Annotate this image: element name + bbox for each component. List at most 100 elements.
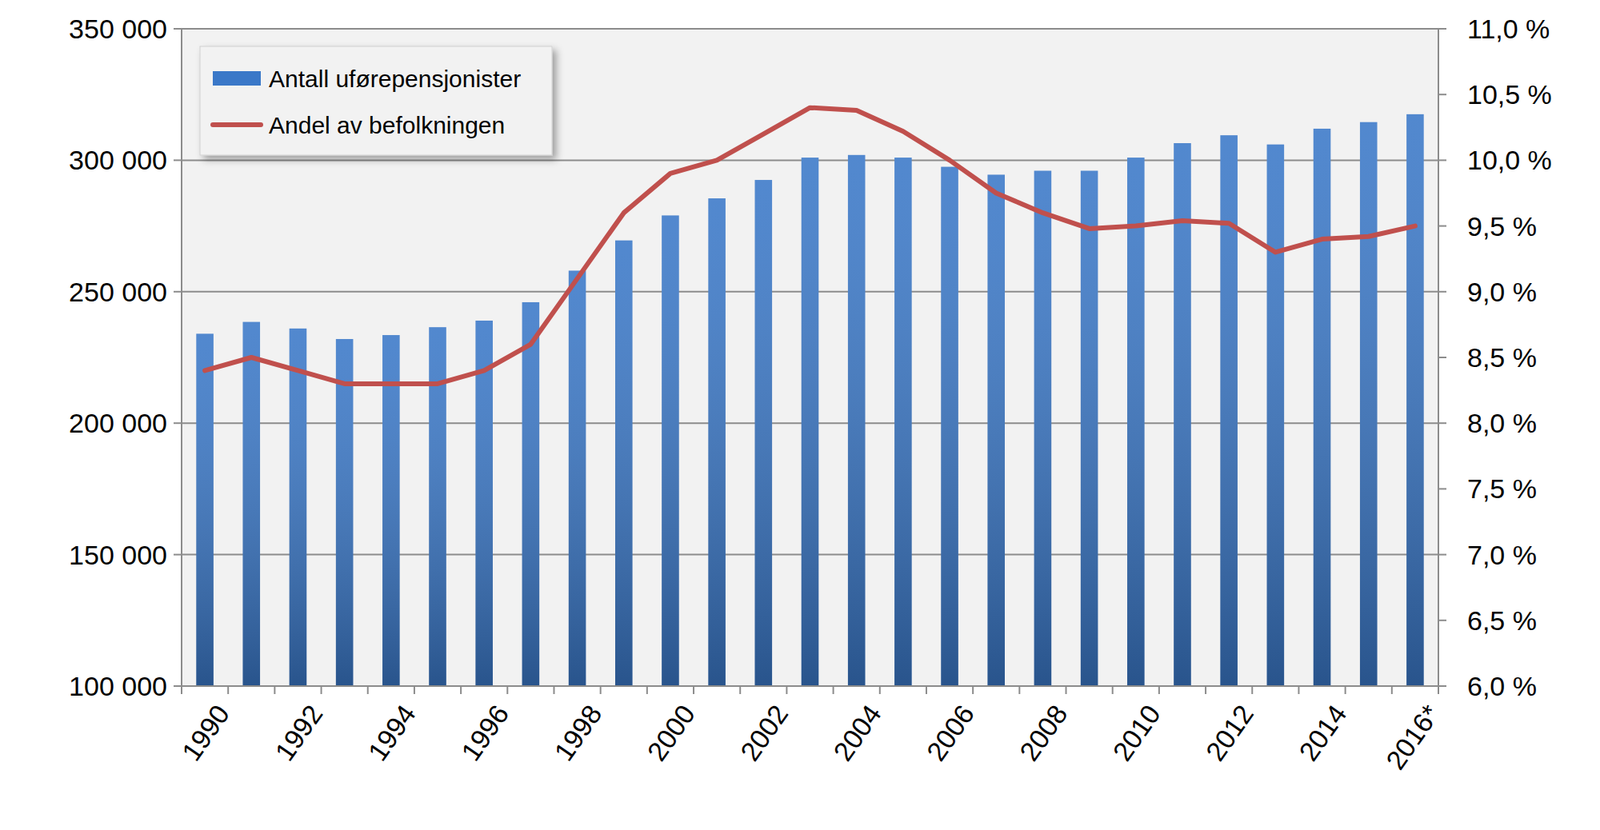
bar-group bbox=[1267, 144, 1285, 687]
y-tick-label: 100 000 bbox=[68, 671, 168, 702]
bar-group bbox=[1360, 122, 1378, 687]
bar bbox=[801, 157, 820, 687]
bar-shade bbox=[336, 339, 354, 687]
x-tick-label: 1998 bbox=[548, 699, 608, 767]
x-tick bbox=[413, 686, 416, 695]
x-tick bbox=[506, 686, 508, 695]
y2-tick-label: 9,0 % bbox=[1467, 276, 1537, 308]
x-tick-label: 2008 bbox=[1013, 699, 1074, 767]
bar-group bbox=[196, 333, 214, 687]
y2-tick-label: 7,0 % bbox=[1467, 540, 1537, 571]
legend-label: Antall uførepensjonister bbox=[268, 65, 521, 92]
plot-area bbox=[196, 108, 1424, 687]
bar-group bbox=[289, 328, 308, 687]
bar-group bbox=[1313, 128, 1332, 687]
bar-shade bbox=[475, 320, 493, 687]
y-tick-label: 300 000 bbox=[68, 144, 168, 176]
legend-label: Andel av befolkningen bbox=[268, 112, 505, 139]
bar-shade bbox=[615, 240, 633, 687]
bar-shade bbox=[243, 322, 261, 687]
grid-line bbox=[181, 28, 1439, 30]
x-tick-label: 2000 bbox=[640, 699, 701, 767]
bar bbox=[987, 174, 1005, 687]
x-tick bbox=[227, 686, 229, 695]
bar-shade bbox=[708, 198, 726, 687]
bar bbox=[615, 240, 633, 687]
y-tick bbox=[173, 422, 182, 424]
x-tick bbox=[367, 686, 369, 695]
x-tick bbox=[646, 686, 648, 695]
x-tick bbox=[180, 686, 183, 695]
bar-group bbox=[1220, 135, 1238, 687]
y2-tick-label: 8,5 % bbox=[1467, 342, 1537, 373]
x-tick-label: 2016* bbox=[1380, 699, 1446, 776]
bar-group bbox=[382, 335, 400, 687]
bar-shade bbox=[755, 180, 773, 687]
legend-swatch bbox=[212, 71, 261, 86]
y2-tick-label: 6,5 % bbox=[1467, 605, 1537, 636]
bar bbox=[522, 302, 540, 687]
y2-tick-label: 11,0 % bbox=[1467, 13, 1550, 44]
bar bbox=[196, 333, 214, 687]
y2-tick-label: 6,0 % bbox=[1467, 671, 1537, 702]
x-tick bbox=[739, 686, 741, 695]
bar bbox=[336, 339, 354, 687]
y2-tick bbox=[1438, 620, 1447, 622]
y2-tick bbox=[1438, 685, 1447, 688]
bar-group bbox=[475, 320, 493, 687]
bar-shade bbox=[1360, 122, 1378, 687]
bar-shade bbox=[1313, 128, 1332, 687]
x-tick-label: 2006 bbox=[920, 699, 981, 767]
legend: Antall uførepensjonister Andel av befolkn… bbox=[200, 46, 552, 156]
bar-shade bbox=[848, 155, 866, 687]
y-tick-label: 250 000 bbox=[68, 276, 168, 308]
x-axis-line bbox=[181, 685, 1439, 688]
y2-tick bbox=[1438, 159, 1447, 161]
bar bbox=[1360, 122, 1378, 687]
bar bbox=[1406, 114, 1424, 687]
x-tick bbox=[320, 686, 323, 695]
bar-group bbox=[940, 167, 959, 687]
bar-group bbox=[1127, 157, 1145, 687]
y2-tick-label: 10,5 % bbox=[1467, 79, 1552, 110]
x-tick bbox=[1391, 686, 1393, 695]
bar-group bbox=[1173, 143, 1192, 687]
legend-box bbox=[200, 46, 552, 156]
x-tick bbox=[1297, 686, 1300, 695]
bar bbox=[1080, 171, 1099, 687]
y2-tick bbox=[1438, 93, 1447, 96]
bar-shade bbox=[196, 333, 214, 687]
x-tick bbox=[1158, 686, 1160, 695]
x-tick bbox=[692, 686, 695, 695]
bar-shade bbox=[1267, 144, 1285, 687]
bar-group bbox=[755, 180, 773, 687]
bar-group bbox=[987, 174, 1005, 687]
y2-tick-label: 10,0 % bbox=[1467, 144, 1552, 176]
y2-tick-label: 9,5 % bbox=[1467, 211, 1537, 242]
x-tick bbox=[1344, 686, 1347, 695]
y-tick bbox=[173, 28, 182, 30]
bar-shade bbox=[1220, 135, 1238, 687]
bar bbox=[475, 320, 493, 687]
bar bbox=[894, 157, 912, 687]
grid-line bbox=[181, 685, 1439, 688]
x-tick bbox=[552, 686, 555, 695]
y-tick bbox=[173, 685, 182, 688]
y2-tick bbox=[1438, 356, 1447, 359]
bar-shade bbox=[522, 302, 540, 687]
bar bbox=[755, 180, 773, 687]
bar bbox=[243, 322, 261, 687]
x-tick-label: 1992 bbox=[268, 699, 329, 767]
y2-tick bbox=[1438, 554, 1447, 556]
y2-tick bbox=[1438, 28, 1447, 30]
x-tick bbox=[600, 686, 602, 695]
x-tick-label: 2012 bbox=[1200, 699, 1260, 767]
x-tick-label: 2002 bbox=[734, 699, 795, 767]
y2-tick bbox=[1438, 422, 1447, 424]
bar bbox=[661, 215, 680, 687]
bar-group bbox=[1406, 114, 1424, 687]
bar-shade bbox=[289, 328, 308, 687]
y2-tick bbox=[1438, 488, 1447, 490]
y2-tick-label: 7,5 % bbox=[1467, 473, 1537, 504]
bar-group bbox=[522, 302, 540, 687]
